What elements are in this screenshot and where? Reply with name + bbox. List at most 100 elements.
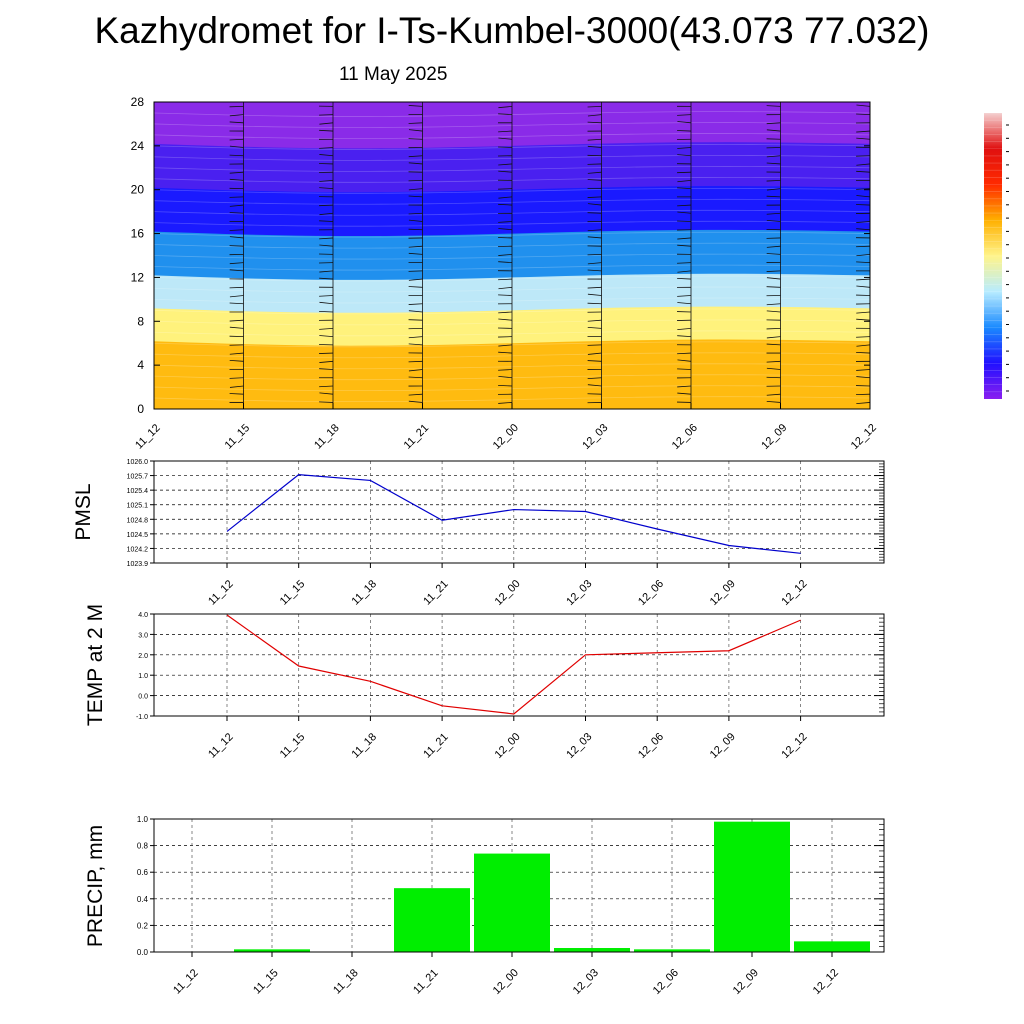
x-tick-label: 12_09 <box>759 422 789 452</box>
wind-barb <box>408 343 423 346</box>
y-tick-label: 1024.5 <box>127 532 149 539</box>
wind-barb <box>766 245 781 248</box>
wind-barb <box>677 385 692 388</box>
wind-barb <box>229 196 244 198</box>
wind-barb <box>408 286 423 288</box>
wind-barb <box>587 326 602 329</box>
bar <box>634 949 710 952</box>
wind-barb <box>319 237 334 240</box>
wind-barb <box>229 262 244 265</box>
wind-barb <box>856 278 870 281</box>
wind-barb <box>229 145 244 148</box>
x-tick-label: 12_03 <box>564 578 594 608</box>
wind-barb <box>229 302 244 305</box>
wind-barb <box>856 221 870 223</box>
wind-barb <box>408 245 423 248</box>
wind-barb <box>856 170 870 173</box>
wind-barb <box>154 352 155 354</box>
y-tick-label: 0.8 <box>137 842 149 851</box>
x-tick-label: 11_15 <box>223 422 253 452</box>
wind-barb <box>677 130 692 132</box>
x-tick-label: 11_21 <box>411 967 441 997</box>
bar <box>714 821 790 952</box>
wind-barb <box>587 203 602 206</box>
wind-barb <box>766 253 781 255</box>
y-tick-label: 0.6 <box>137 868 149 877</box>
wind-barb <box>856 254 870 257</box>
wind-barb <box>766 367 781 370</box>
wind-barb <box>766 328 781 330</box>
chart-date: 11 May 2025 <box>339 64 448 85</box>
wind-barb <box>319 187 334 190</box>
bar <box>474 853 550 952</box>
wind-barb <box>319 147 334 149</box>
wind-barb <box>319 368 334 370</box>
x-tick-label: 11_21 <box>421 731 451 761</box>
y-tick-label: 0.4 <box>137 895 149 904</box>
x-tick-label: 12_06 <box>636 578 666 608</box>
wind-barb <box>766 179 781 182</box>
wind-barb <box>229 229 244 231</box>
wind-barb <box>677 171 692 174</box>
wind-barb <box>408 336 423 339</box>
wind-barb <box>498 369 513 371</box>
wind-barb <box>766 376 781 379</box>
wind-barb <box>766 336 781 339</box>
pmsl-panel: 1023.9 1024.2 1024.5 1024.8 1025.1 1025.4 1025… <box>72 459 885 608</box>
wind-barb <box>408 195 423 198</box>
wind-barb <box>856 318 870 321</box>
wind-barb <box>319 114 334 116</box>
wind-barb <box>677 359 692 362</box>
wind-barb <box>587 171 602 174</box>
wind-barb <box>154 221 155 222</box>
wind-barb <box>498 113 513 116</box>
y-tick-label: 24 <box>131 139 145 153</box>
wind-barb <box>498 402 513 404</box>
wind-barb <box>498 254 513 256</box>
wind-barb <box>677 244 692 247</box>
wind-barb <box>677 335 692 338</box>
heatmap-field <box>154 102 870 409</box>
wind-barb <box>587 262 602 265</box>
wind-barb <box>498 130 513 133</box>
y-tick-label: 1024.2 <box>127 546 149 553</box>
wind-barb <box>319 129 334 132</box>
wind-barb <box>498 228 513 231</box>
wind-barb <box>856 163 870 166</box>
wind-barb <box>856 113 870 116</box>
x-tick-label: 11_12 <box>133 422 163 452</box>
bar <box>234 949 310 952</box>
wind-barb <box>766 219 781 222</box>
x-tick-label: 12_03 <box>571 967 601 997</box>
wind-barb <box>319 295 334 297</box>
x-tick-label: 12_00 <box>491 422 521 452</box>
wind-barb <box>498 203 513 206</box>
wind-barb <box>154 131 155 132</box>
temp-panel: -1.0 0.0 1.0 2.0 3.0 4.0 11_12 11_15 11_18 11_21 1… <box>84 604 885 761</box>
wind-barb <box>229 236 244 239</box>
wind-barb <box>856 261 870 264</box>
y-axis-label: TEMP at 2 M <box>84 604 107 726</box>
wind-barb <box>229 245 244 247</box>
cross-section-panel: 0 4 8 12 16 20 24 28 11_12 11_15 11_18 11_21 12_00 12… <box>131 95 879 452</box>
wind-barb <box>154 262 155 263</box>
wind-barb <box>498 196 513 199</box>
wind-barb <box>408 219 423 222</box>
wind-barb <box>856 336 870 338</box>
y-tick-label: 0.2 <box>137 921 149 930</box>
y-tick-label: 3.0 <box>138 632 148 639</box>
y-tick-label: 1026.0 <box>127 459 149 466</box>
wind-barb <box>229 121 244 124</box>
wind-barb <box>587 344 602 346</box>
wind-barb <box>766 155 781 158</box>
wind-barb <box>229 114 244 117</box>
y-tick-label: 1.0 <box>137 815 149 824</box>
wind-barb <box>229 385 244 388</box>
wind-barb <box>229 204 244 207</box>
wind-barb <box>229 359 244 362</box>
wind-barb <box>498 261 513 264</box>
wind-barb <box>154 204 155 206</box>
wind-barb <box>677 302 692 305</box>
wind-barb <box>856 104 870 107</box>
wind-barb <box>677 368 692 370</box>
